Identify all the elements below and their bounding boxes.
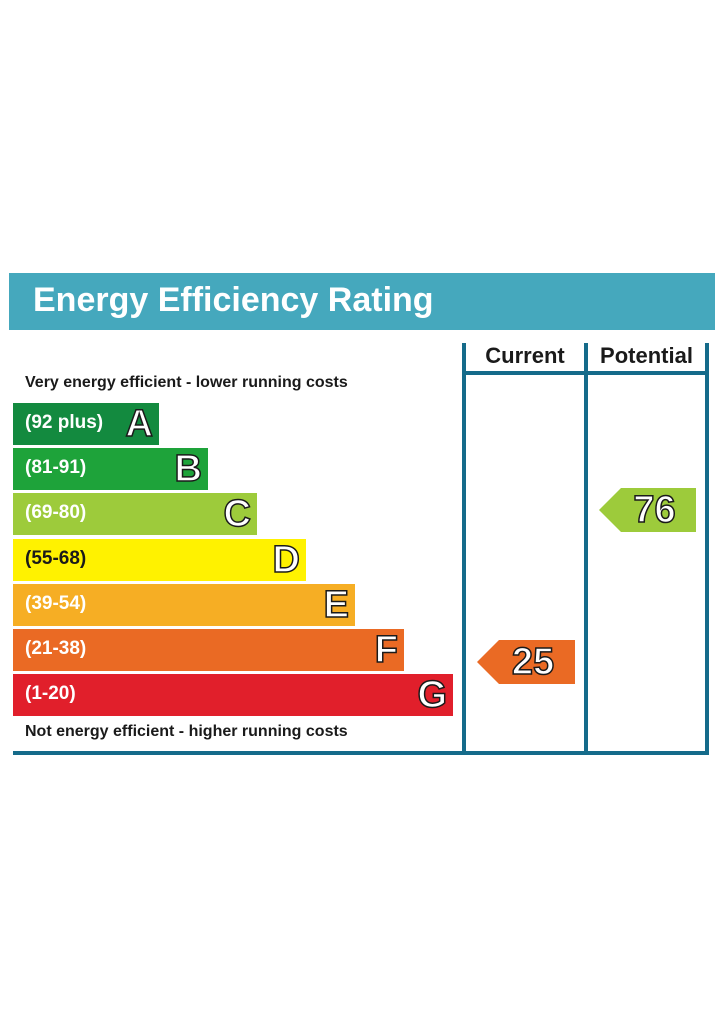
band-d: (55-68) D bbox=[13, 538, 306, 582]
header-underline bbox=[462, 371, 709, 375]
band-range-label: (92 plus) bbox=[25, 412, 104, 433]
band-b: (81-91) B bbox=[13, 447, 208, 491]
bottom-note: Not energy efficient - higher running co… bbox=[25, 723, 348, 740]
band-letter: F bbox=[374, 628, 399, 672]
bottom-line bbox=[13, 751, 709, 755]
band-c: (69-80) C bbox=[13, 492, 257, 536]
top-note: Very energy efficient - lower running co… bbox=[25, 374, 348, 391]
band-g: (1-20) G bbox=[13, 673, 453, 717]
band-range-label: (55-68) bbox=[25, 548, 87, 569]
band-letter: B bbox=[174, 447, 203, 491]
current-rating-arrow: 25 bbox=[477, 640, 575, 684]
divider-middle bbox=[584, 343, 588, 754]
band-range-label: (81-91) bbox=[25, 457, 87, 478]
band-letter: C bbox=[223, 492, 252, 536]
band-f: (21-38) F bbox=[13, 628, 404, 672]
current-rating-value: 25 bbox=[511, 640, 555, 684]
band-range-label: (39-54) bbox=[25, 593, 87, 614]
potential-arrow-shape bbox=[599, 488, 696, 532]
band-e: (39-54) E bbox=[13, 583, 355, 627]
band-letter: G bbox=[417, 673, 448, 717]
potential-rating-value: 76 bbox=[633, 488, 677, 532]
band-range-label: (69-80) bbox=[25, 502, 87, 523]
divider-left bbox=[462, 343, 466, 754]
column-potential-heading: Potential bbox=[600, 343, 693, 368]
column-current-heading: Current bbox=[485, 343, 565, 368]
band-range-label: (21-38) bbox=[25, 638, 87, 659]
potential-rating-arrow: 76 bbox=[599, 488, 696, 532]
band-letter: E bbox=[323, 583, 350, 627]
band-a: (92 plus) A bbox=[13, 402, 159, 446]
current-arrow-shape bbox=[477, 640, 575, 684]
divider-right bbox=[705, 343, 709, 754]
band-range-label: (1-20) bbox=[25, 683, 76, 704]
page-title: Energy Efficiency Rating bbox=[33, 281, 434, 319]
band-letter: D bbox=[272, 538, 301, 582]
header-bar: Energy Efficiency Rating bbox=[9, 273, 715, 330]
band-letter: A bbox=[125, 402, 154, 446]
